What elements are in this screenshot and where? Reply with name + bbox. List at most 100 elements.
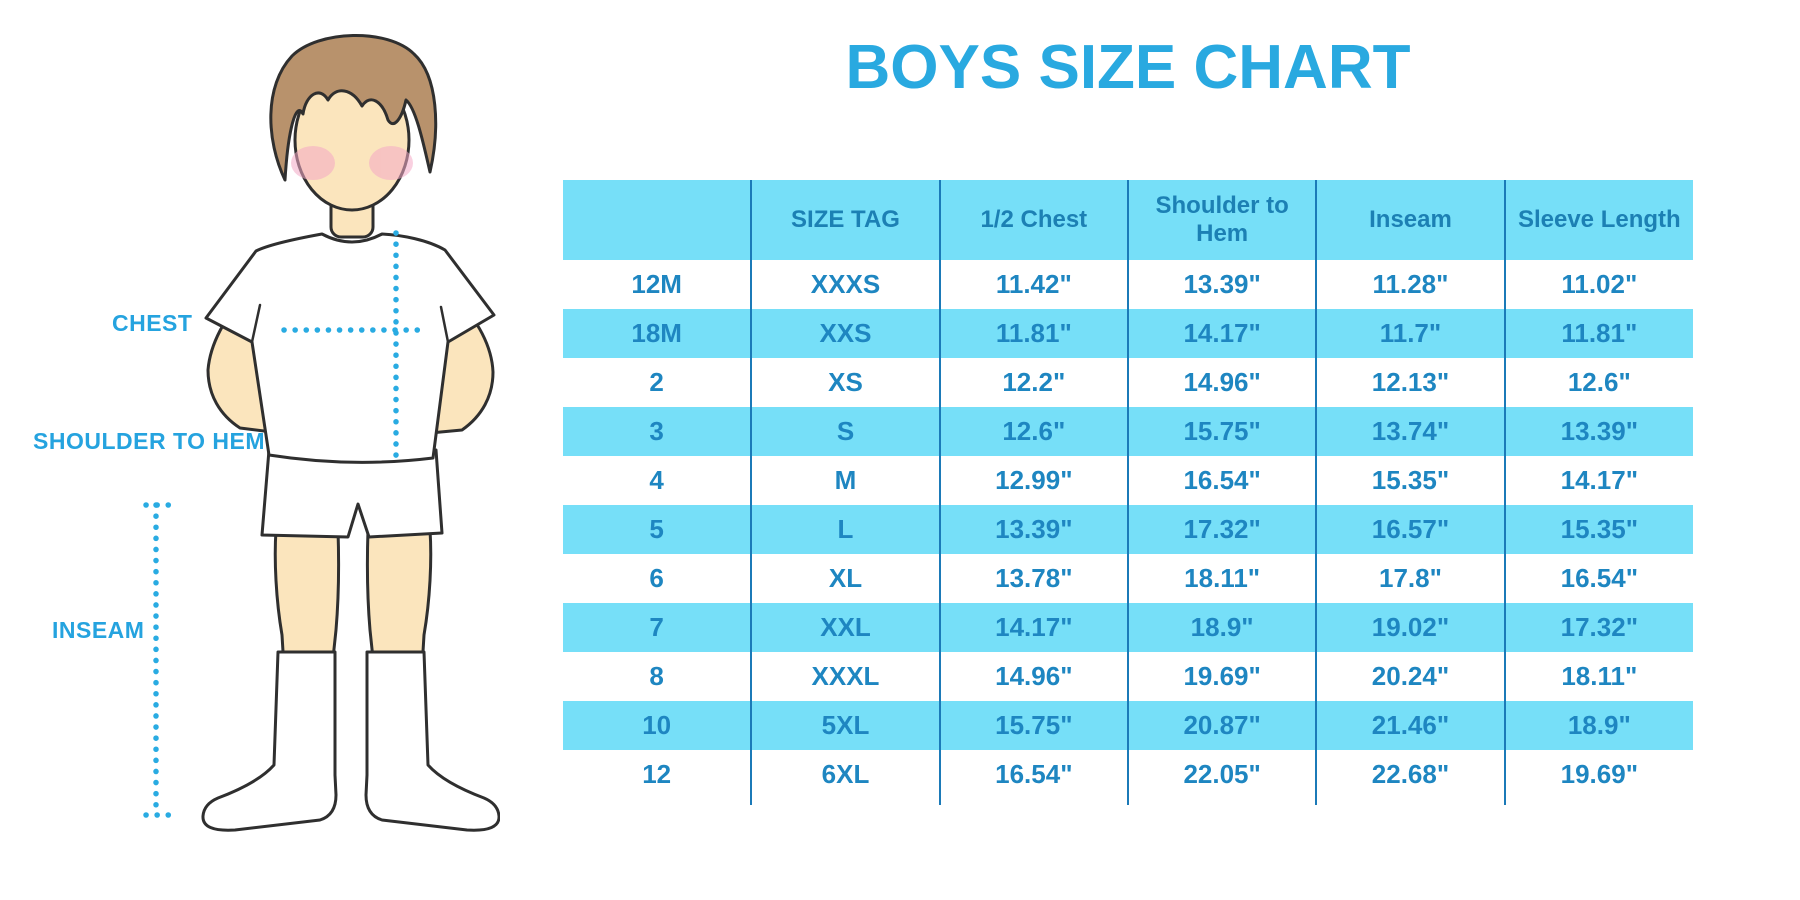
cell-size-tag: XS bbox=[750, 358, 940, 407]
cell-size-tag: L bbox=[750, 505, 940, 554]
cell-sleeve-length: 12.6" bbox=[1503, 358, 1693, 407]
cell-shoulder-to-hem: 15.75" bbox=[1126, 407, 1317, 456]
table-row: 3 S 12.6" 15.75" 13.74" 13.39" bbox=[563, 407, 1693, 456]
cell-size-tag: M bbox=[750, 456, 940, 505]
cell-half-chest: 11.42" bbox=[938, 260, 1128, 309]
cell-half-chest: 14.17" bbox=[938, 603, 1128, 652]
cell-size: 12M bbox=[631, 269, 682, 299]
cell-size: 10 bbox=[563, 701, 752, 750]
cell-inseam: 13.74" bbox=[1315, 407, 1505, 456]
divider-overhang-row bbox=[563, 799, 1693, 805]
cell-half-chest: 12.2" bbox=[938, 358, 1128, 407]
cell-inseam: 15.35" bbox=[1315, 456, 1505, 505]
size-table-foot bbox=[563, 799, 1693, 805]
col-header-inseam: Inseam bbox=[1315, 180, 1505, 260]
table-row: 7 XXL 14.17" 18.9" 19.02" 17.32" bbox=[563, 603, 1693, 652]
cell-size-tag: XXXL bbox=[750, 652, 940, 701]
cell-shoulder-to-hem: 20.87" bbox=[1126, 701, 1317, 750]
cell-sleeve-length: 13.39" bbox=[1503, 407, 1693, 456]
cell-shoulder-to-hem: 13.39" bbox=[1126, 260, 1317, 309]
cell-size-tag: XL bbox=[750, 554, 940, 603]
cell-sleeve-length: 11.81" bbox=[1503, 309, 1693, 358]
cell-size: 7 bbox=[563, 603, 752, 652]
inseam-label: INSEAM bbox=[52, 617, 145, 643]
cell-shoulder-to-hem: 17.32" bbox=[1126, 505, 1317, 554]
table-row: 4 M 12.99" 16.54" 15.35" 14.17" bbox=[563, 456, 1693, 505]
cell-shoulder-to-hem: 19.69" bbox=[1126, 652, 1317, 701]
cell-size-tag: XXS bbox=[750, 309, 940, 358]
left-sleeve-seam bbox=[250, 303, 262, 344]
col-header-sleeve-length: Sleeve Length bbox=[1503, 180, 1693, 260]
cell-size-tag: XXXS bbox=[750, 260, 940, 309]
size-table-header: SIZE TAG 1/2 Chest Shoulder to Hem Insea… bbox=[563, 180, 1693, 260]
cell-sleeve-length: 19.69" bbox=[1503, 750, 1693, 799]
cell-half-chest: 16.54" bbox=[938, 750, 1128, 799]
boy-left-leg bbox=[273, 528, 341, 670]
cell-sleeve-length: 16.54" bbox=[1503, 554, 1693, 603]
cell-size-tag: XXL bbox=[750, 603, 940, 652]
col-header-half-chest: 1/2 Chest bbox=[938, 180, 1128, 260]
cell-size: 5 bbox=[563, 505, 752, 554]
cell-size: 4 bbox=[649, 465, 664, 495]
cell-inseam: 16.57" bbox=[1315, 505, 1505, 554]
cell-size: 2 bbox=[649, 367, 664, 397]
cell-size: 6 bbox=[649, 563, 664, 593]
cell-size: 18M bbox=[563, 309, 752, 358]
col-header-size bbox=[563, 180, 752, 260]
cell-half-chest: 13.39" bbox=[938, 505, 1128, 554]
boy-illustration bbox=[143, 34, 500, 832]
table-row: 12M XXXS 11.42" 13.39" 11.28" 11.02" bbox=[563, 260, 1693, 309]
cell-inseam: 20.24" bbox=[1315, 652, 1505, 701]
boy-right-leg bbox=[365, 528, 433, 670]
cell-sleeve-length: 15.35" bbox=[1503, 505, 1693, 554]
cell-half-chest: 12.6" bbox=[938, 407, 1128, 456]
cell-inseam: 11.28" bbox=[1315, 260, 1505, 309]
cell-size: 8 bbox=[649, 661, 664, 691]
table-row: 12 6XL 16.54" 22.05" 22.68" 19.69" bbox=[563, 750, 1693, 799]
cell-inseam: 19.02" bbox=[1315, 603, 1505, 652]
cell-sleeve-length: 18.11" bbox=[1503, 652, 1693, 701]
cell-inseam: 21.46" bbox=[1315, 701, 1505, 750]
cell-sleeve-length: 17.32" bbox=[1503, 603, 1693, 652]
blush-left bbox=[291, 146, 335, 180]
cell-size: 12 bbox=[642, 759, 672, 789]
table-row: 6 XL 13.78" 18.11" 17.8" 16.54" bbox=[563, 554, 1693, 603]
cell-inseam: 17.8" bbox=[1315, 554, 1505, 603]
table-row: 8 XXXL 14.96" 19.69" 20.24" 18.11" bbox=[563, 652, 1693, 701]
cell-shoulder-to-hem: 22.05" bbox=[1126, 750, 1317, 799]
size-table: SIZE TAG 1/2 Chest Shoulder to Hem Insea… bbox=[563, 180, 1693, 805]
cell-inseam: 22.68" bbox=[1315, 750, 1505, 799]
col-header-shoulder-to-hem: Shoulder to Hem bbox=[1126, 180, 1317, 260]
cell-half-chest: 12.99" bbox=[938, 456, 1128, 505]
chest-label: CHEST bbox=[112, 310, 193, 336]
shoulder-to-hem-label: SHOULDER TO HEM bbox=[33, 428, 265, 454]
cell-inseam: 11.7" bbox=[1315, 309, 1505, 358]
cell-half-chest: 11.81" bbox=[938, 309, 1128, 358]
boy-right-sock bbox=[364, 650, 500, 832]
cell-size-tag: S bbox=[750, 407, 940, 456]
cell-sleeve-length: 11.02" bbox=[1503, 260, 1693, 309]
table-row: 2 XS 12.2" 14.96" 12.13" 12.6" bbox=[563, 358, 1693, 407]
cell-half-chest: 15.75" bbox=[938, 701, 1128, 750]
right-sleeve-seam bbox=[439, 305, 450, 344]
col-header-size-tag: SIZE TAG bbox=[750, 180, 940, 260]
cell-size: 3 bbox=[563, 407, 752, 456]
boy-shirt bbox=[204, 232, 496, 464]
cell-shoulder-to-hem: 18.9" bbox=[1126, 603, 1317, 652]
table-row: 10 5XL 15.75" 20.87" 21.46" 18.9" bbox=[563, 701, 1693, 750]
cell-size-tag: 6XL bbox=[750, 750, 940, 799]
cell-half-chest: 13.78" bbox=[938, 554, 1128, 603]
blush-right bbox=[369, 146, 413, 180]
cell-size-tag: 5XL bbox=[750, 701, 940, 750]
cell-inseam: 12.13" bbox=[1315, 358, 1505, 407]
table-row: 5 L 13.39" 17.32" 16.57" 15.35" bbox=[563, 505, 1693, 554]
cell-half-chest: 14.96" bbox=[938, 652, 1128, 701]
cell-shoulder-to-hem: 18.11" bbox=[1126, 554, 1317, 603]
cell-shoulder-to-hem: 14.96" bbox=[1126, 358, 1317, 407]
cell-sleeve-length: 14.17" bbox=[1503, 456, 1693, 505]
page-title: BOYS SIZE CHART bbox=[845, 33, 1411, 102]
cell-shoulder-to-hem: 14.17" bbox=[1126, 309, 1317, 358]
table-row: 18M XXS 11.81" 14.17" 11.7" 11.81" bbox=[563, 309, 1693, 358]
size-table-body: 12M XXXS 11.42" 13.39" 11.28" 11.02" 18M… bbox=[563, 260, 1693, 799]
